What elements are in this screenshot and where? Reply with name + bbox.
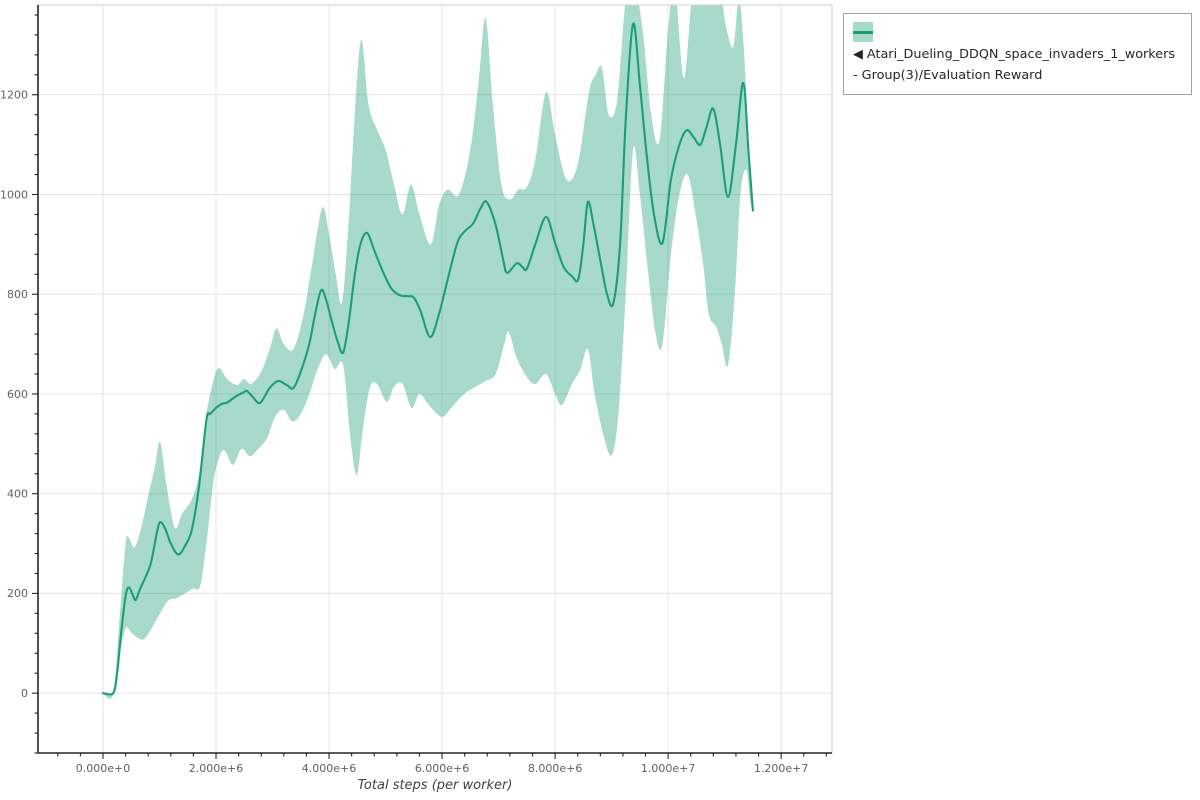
- x-tick-label: 0.000e+0: [76, 762, 130, 775]
- x-tick-label: 2.000e+6: [189, 762, 243, 775]
- y-tick-label: 1000: [0, 188, 28, 201]
- legend-series-name: Atari_Dueling_DDQN_space_invaders_1_work…: [853, 47, 1176, 83]
- x-axis-title: Total steps (per worker): [358, 778, 513, 793]
- x-tick-label: 1.000e+7: [641, 762, 695, 775]
- x-tick-label: 4.000e+6: [302, 762, 356, 775]
- tick-labels: 0.000e+0 2.000e+6 4.000e+6 6.000e+6 8.000e+6…: [0, 89, 808, 775]
- y-tick-label: 1200: [0, 89, 28, 102]
- x-tick-label: 1.200e+7: [754, 762, 808, 775]
- y-tick-label: 800: [7, 288, 28, 301]
- legend-marker-icon: ◀: [853, 47, 863, 62]
- series-mean-line: [101, 22, 754, 696]
- series-band: [102, 5, 753, 700]
- legend-line-swatch: [853, 30, 873, 34]
- y-tick-label: 0: [21, 687, 28, 700]
- y-tick-label: 600: [7, 388, 28, 401]
- x-tick-label: 8.000e+6: [528, 762, 582, 775]
- legend-box: ◀ Atari_Dueling_DDQN_space_invaders_1_wo…: [843, 13, 1192, 95]
- y-tick-label: 400: [7, 487, 28, 500]
- legend-swatch: [853, 22, 873, 42]
- axis-ticks: [32, 14, 827, 759]
- x-tick-label: 6.000e+6: [415, 762, 469, 775]
- gridlines: [38, 5, 832, 753]
- y-tick-label: 200: [7, 587, 28, 600]
- legend-label: ◀ Atari_Dueling_DDQN_space_invaders_1_wo…: [853, 47, 1175, 83]
